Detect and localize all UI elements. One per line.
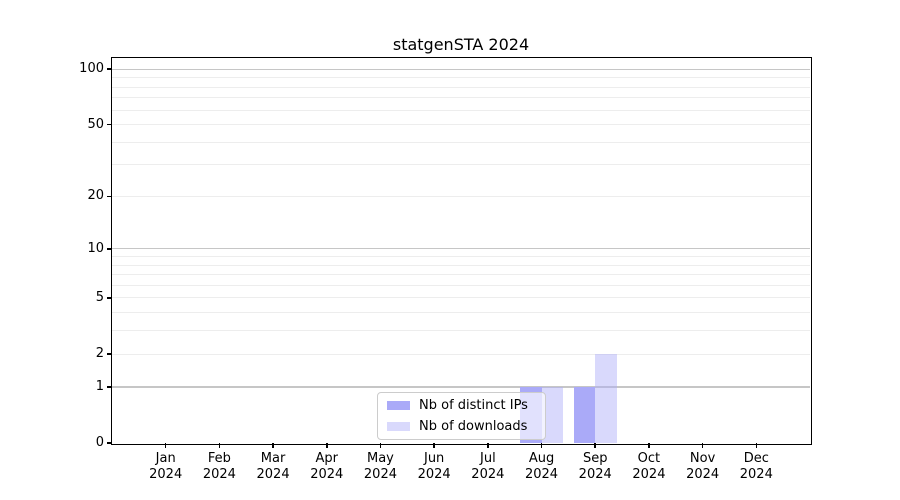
gridline-minor (112, 330, 810, 332)
gridline-minor (112, 97, 810, 99)
gridline-minor (112, 77, 810, 79)
y-tick-label: 10 (87, 240, 104, 256)
y-tick-label: 20 (87, 188, 104, 204)
x-tick-year: 2024 (739, 467, 773, 482)
x-tick-label: May 2024 (348, 451, 412, 483)
legend-label: Nb of downloads (419, 418, 528, 434)
y-tick-mark (107, 297, 112, 299)
x-tick-month: Jun (423, 451, 445, 466)
gridline-minor (112, 256, 810, 257)
x-tick-label: Aug 2024 (510, 451, 574, 483)
x-tick-mark (648, 443, 650, 448)
x-tick-month: Aug (528, 451, 555, 466)
y-tick-mark (107, 442, 112, 444)
y-tick-label: 0 (95, 435, 104, 450)
gridline-minor (112, 284, 810, 286)
gridline-minor (112, 109, 810, 111)
x-tick-month: Feb (207, 451, 231, 466)
x-tick-year: 2024 (149, 467, 183, 482)
x-tick-mark (540, 443, 543, 448)
legend-item-downloads: Nb of downloads (387, 418, 536, 436)
x-tick-label: Oct 2024 (617, 451, 681, 483)
x-tick-month: Apr (315, 451, 339, 466)
gridline-major (112, 248, 810, 250)
x-tick-label: Mar 2024 (241, 451, 305, 483)
gridline-minor (112, 195, 810, 197)
x-tick-label: Jun 2024 (402, 451, 466, 483)
y-tick-mark (107, 386, 112, 388)
legend-item-distinct-ips: Nb of distinct IPs (387, 397, 536, 415)
x-tick-year: 2024 (578, 467, 612, 482)
x-tick-month: Sep (582, 451, 608, 466)
x-tick-month: Mar (260, 451, 286, 466)
x-tick-month: Jan (155, 451, 176, 466)
gridline-major (112, 68, 810, 70)
gridline-minor (112, 274, 810, 276)
y-tick-label: 100 (79, 61, 104, 77)
gridline-minor (112, 353, 810, 355)
x-tick-month: Jul (480, 451, 496, 466)
x-tick-year: 2024 (310, 467, 344, 482)
bar-downloads-aug (541, 386, 563, 443)
x-tick-month: May (367, 451, 394, 466)
y-tick-label: 50 (87, 116, 104, 132)
x-tick-label: Jul 2024 (456, 451, 520, 483)
gridline-minor (112, 124, 810, 126)
plot-area (110, 56, 812, 445)
y-tick-mark (107, 195, 112, 198)
x-tick-mark (433, 443, 435, 448)
y-tick-mark (107, 353, 112, 355)
legend-swatch (387, 421, 410, 431)
y-tick-mark (107, 68, 112, 70)
x-tick-mark (272, 443, 274, 448)
bar-downloads-sep (595, 354, 617, 443)
x-tick-year: 2024 (686, 467, 720, 482)
x-tick-mark (379, 443, 382, 448)
x-tick-label: Dec 2024 (724, 451, 788, 483)
x-tick-month: Oct (637, 451, 661, 466)
x-tick-mark (326, 443, 328, 448)
x-tick-year: 2024 (417, 467, 451, 482)
y-tick-mark (107, 248, 112, 250)
x-tick-year: 2024 (363, 467, 397, 482)
legend-swatch (387, 401, 410, 411)
x-tick-year: 2024 (524, 467, 559, 482)
gridline-minor (112, 264, 810, 266)
x-tick-mark (701, 443, 704, 448)
x-tick-year: 2024 (202, 467, 236, 482)
y-tick-label: 1 (95, 378, 104, 394)
chart-title: statgenSTA 2024 (392, 35, 530, 54)
bar-distinct-ips-sep (573, 386, 596, 443)
legend-label: Nb of distinct IPs (419, 398, 528, 414)
x-tick-mark (594, 443, 596, 448)
x-tick-label: Feb 2024 (187, 451, 251, 483)
x-tick-year: 2024 (471, 467, 505, 482)
x-tick-mark (487, 443, 489, 448)
x-tick-label: Apr 2024 (295, 451, 359, 483)
y-tick-label: 5 (95, 289, 104, 305)
gridline-minor (112, 141, 810, 143)
x-tick-mark (218, 443, 221, 448)
legend: Nb of distinct IPs Nb of downloads (377, 392, 546, 440)
gridline-minor (112, 297, 810, 299)
x-tick-label: Sep 2024 (563, 451, 627, 483)
gridline-minor (112, 164, 810, 166)
x-tick-month: Nov (689, 451, 716, 466)
x-tick-mark (755, 443, 758, 448)
y-tick-label: 2 (95, 346, 104, 362)
x-tick-year: 2024 (632, 467, 666, 482)
gridline-minor (112, 86, 810, 88)
x-tick-year: 2024 (256, 467, 290, 482)
x-tick-mark (164, 443, 167, 448)
y-tick-mark (107, 123, 112, 126)
x-tick-month: Dec (743, 451, 769, 466)
gridline-minor (112, 312, 810, 314)
x-tick-label: Jan 2024 (134, 451, 198, 483)
x-tick-label: Nov 2024 (671, 451, 735, 483)
gridline-major (112, 386, 810, 388)
